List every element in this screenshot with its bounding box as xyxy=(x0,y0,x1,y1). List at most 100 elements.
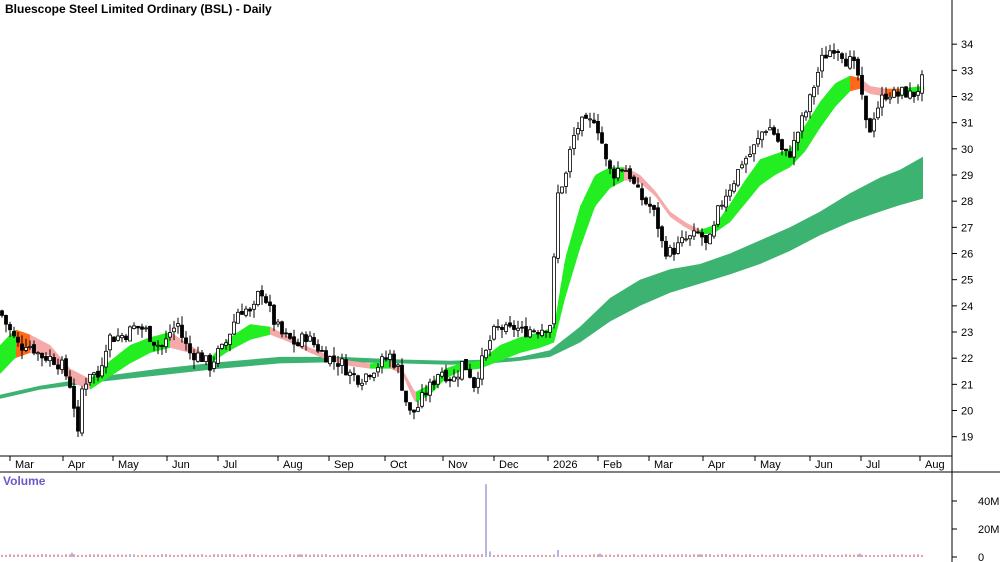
candle xyxy=(300,331,304,349)
candle xyxy=(700,228,704,246)
ema-short-segment xyxy=(858,77,861,90)
candle xyxy=(752,144,756,162)
ema-short-segment xyxy=(414,390,417,403)
x-tick-label: Dec xyxy=(499,459,519,471)
ema-short-segment xyxy=(182,339,185,352)
ema-short-segment xyxy=(662,200,665,209)
candle xyxy=(128,325,132,342)
ema-short-segment xyxy=(14,329,17,360)
y-tick-label: 29 xyxy=(961,170,973,182)
ema-short-segment xyxy=(528,334,531,351)
ema-short-segment xyxy=(520,336,523,353)
ema-short-segment xyxy=(406,375,409,388)
ema-short-segment xyxy=(526,335,529,352)
ema-short-segment xyxy=(276,329,279,338)
ema-short-segment xyxy=(724,209,727,227)
candle xyxy=(780,138,784,156)
ema-short-segment xyxy=(726,206,729,225)
ema-short-segment xyxy=(118,352,121,372)
ema-short-segment xyxy=(312,348,315,355)
candle xyxy=(272,304,276,331)
y-tick-label: 27 xyxy=(961,222,973,234)
ema-short-segment xyxy=(762,157,765,185)
ema-short-segment xyxy=(234,333,237,349)
candle xyxy=(540,323,544,338)
candle xyxy=(692,223,696,240)
x-tick-label: Jul xyxy=(223,459,237,471)
candle xyxy=(292,329,296,353)
candle xyxy=(756,130,760,148)
ema-short-segment xyxy=(416,390,419,403)
ema-short-segment xyxy=(398,366,401,373)
ema-short-segment xyxy=(448,366,451,378)
x-tick-label: Aug xyxy=(925,459,945,471)
ema-short-segment xyxy=(286,335,289,342)
candle xyxy=(776,128,780,143)
volume-title: Volume xyxy=(3,474,46,488)
ema-short-segment xyxy=(538,332,541,349)
ema-short-segment xyxy=(130,344,133,364)
ema-short-segment xyxy=(804,123,807,153)
y-tick-label: 21 xyxy=(961,379,973,391)
y-tick-label: 22 xyxy=(961,353,973,365)
candle xyxy=(180,316,184,343)
ema-short-segment xyxy=(774,153,777,176)
ema-short-segment xyxy=(776,153,779,175)
candle xyxy=(44,352,48,363)
ema-short-segment xyxy=(254,324,257,339)
candle xyxy=(112,336,116,342)
ema-short-segment xyxy=(144,338,147,357)
candle xyxy=(80,385,84,437)
ema-short-segment xyxy=(596,173,599,206)
ema-short-segment xyxy=(512,339,515,357)
ema-short-segment xyxy=(378,362,381,369)
ema-short-segment xyxy=(532,333,535,350)
candle xyxy=(256,290,260,307)
ema-short-segment xyxy=(10,332,13,364)
ema-short-segment xyxy=(270,326,273,336)
ema-short-segment xyxy=(782,150,785,172)
candle xyxy=(896,86,900,104)
ema-short-segment xyxy=(676,215,679,223)
candle xyxy=(860,66,864,100)
ema-short-segment xyxy=(362,362,365,368)
candle xyxy=(732,180,736,194)
ema-short-segment xyxy=(684,221,687,228)
candle xyxy=(428,378,432,403)
ema-short-segment xyxy=(128,345,131,365)
candle xyxy=(188,335,192,360)
candle xyxy=(708,233,712,245)
candle xyxy=(8,321,12,337)
ema-short-segment xyxy=(736,191,739,215)
candle xyxy=(872,112,876,138)
candle xyxy=(244,305,248,318)
candle xyxy=(704,234,708,251)
candle xyxy=(568,146,572,178)
ema-short-segment xyxy=(756,162,759,191)
candle xyxy=(76,400,80,437)
candle xyxy=(648,196,652,214)
ema-short-segment xyxy=(352,361,355,367)
candle xyxy=(404,390,408,406)
candle xyxy=(184,331,188,351)
ema-short-segment xyxy=(370,363,373,369)
ema-short-segment xyxy=(576,213,579,262)
ema-short-segment xyxy=(592,177,595,215)
y-tick-label: 34 xyxy=(961,39,973,51)
ema-short-segment xyxy=(670,211,673,219)
x-tick-label: Apr xyxy=(68,459,85,471)
ema-short-segment xyxy=(758,159,761,188)
candle xyxy=(616,161,620,182)
ema-short-segment xyxy=(810,114,813,144)
ema-short-segment xyxy=(852,76,855,91)
candle xyxy=(140,323,144,338)
ema-short-segment xyxy=(36,337,39,354)
candle xyxy=(728,184,732,201)
ema-short-segment xyxy=(308,346,311,353)
candle xyxy=(324,346,328,363)
ema-short-segment xyxy=(740,184,743,210)
candle xyxy=(28,340,32,350)
ema-short-segment xyxy=(0,343,3,374)
y-tick-label: 28 xyxy=(961,196,973,208)
candle xyxy=(876,101,880,120)
